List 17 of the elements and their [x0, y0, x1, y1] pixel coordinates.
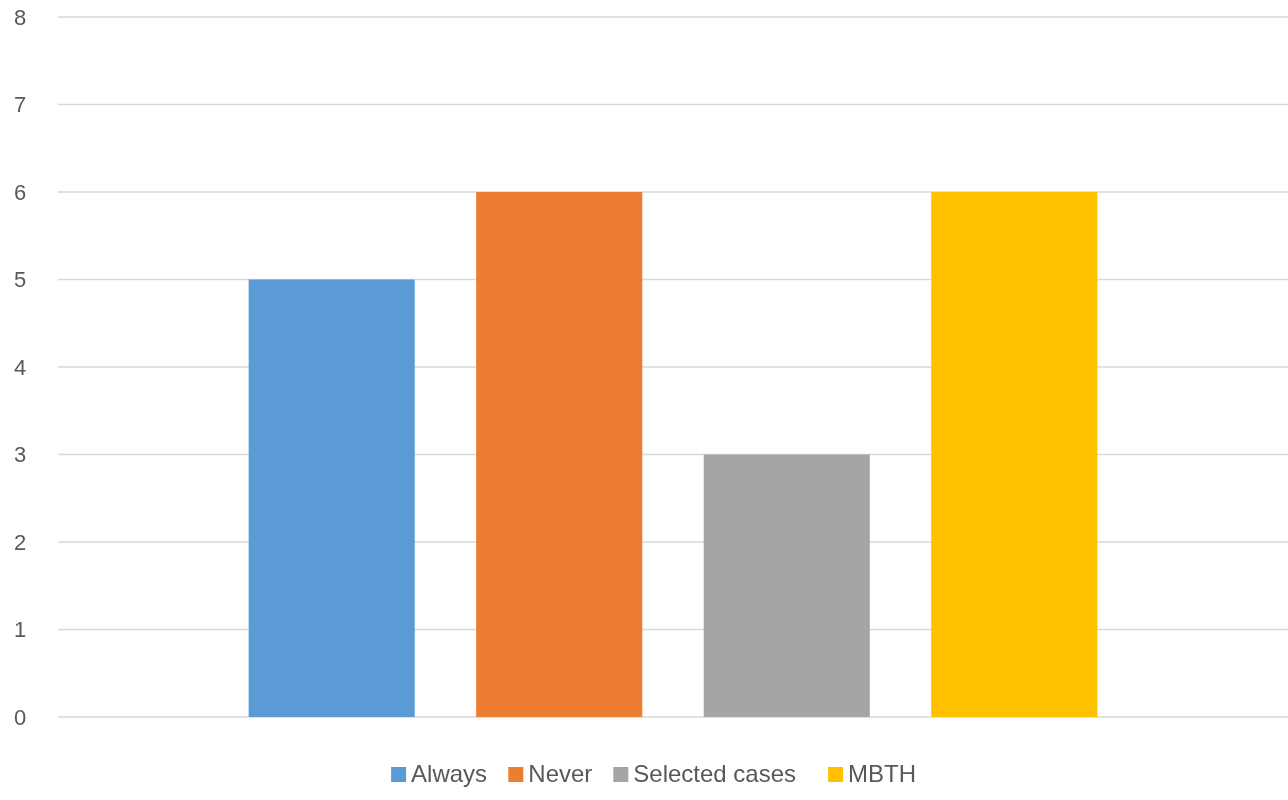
y-tick-label: 8: [13, 4, 27, 30]
y-tick-label: 7: [13, 92, 27, 118]
y-tick-label: 1: [13, 617, 27, 643]
y-tick-label: 5: [13, 267, 27, 293]
y-tick-label: 6: [13, 179, 27, 205]
y-tick-label: 2: [13, 529, 27, 555]
bar: [248, 279, 415, 717]
legend-label: Always: [411, 760, 488, 788]
bar: [476, 192, 643, 717]
legend-label: Selected cases: [633, 760, 797, 788]
y-tick-label: 4: [13, 354, 27, 380]
legend-label: Never: [528, 760, 593, 788]
y-tick-label: 3: [13, 442, 27, 468]
bar: [703, 454, 870, 717]
bar: [931, 192, 1098, 717]
legend-label: MBTH: [848, 760, 917, 788]
y-tick-label: 0: [13, 704, 27, 730]
